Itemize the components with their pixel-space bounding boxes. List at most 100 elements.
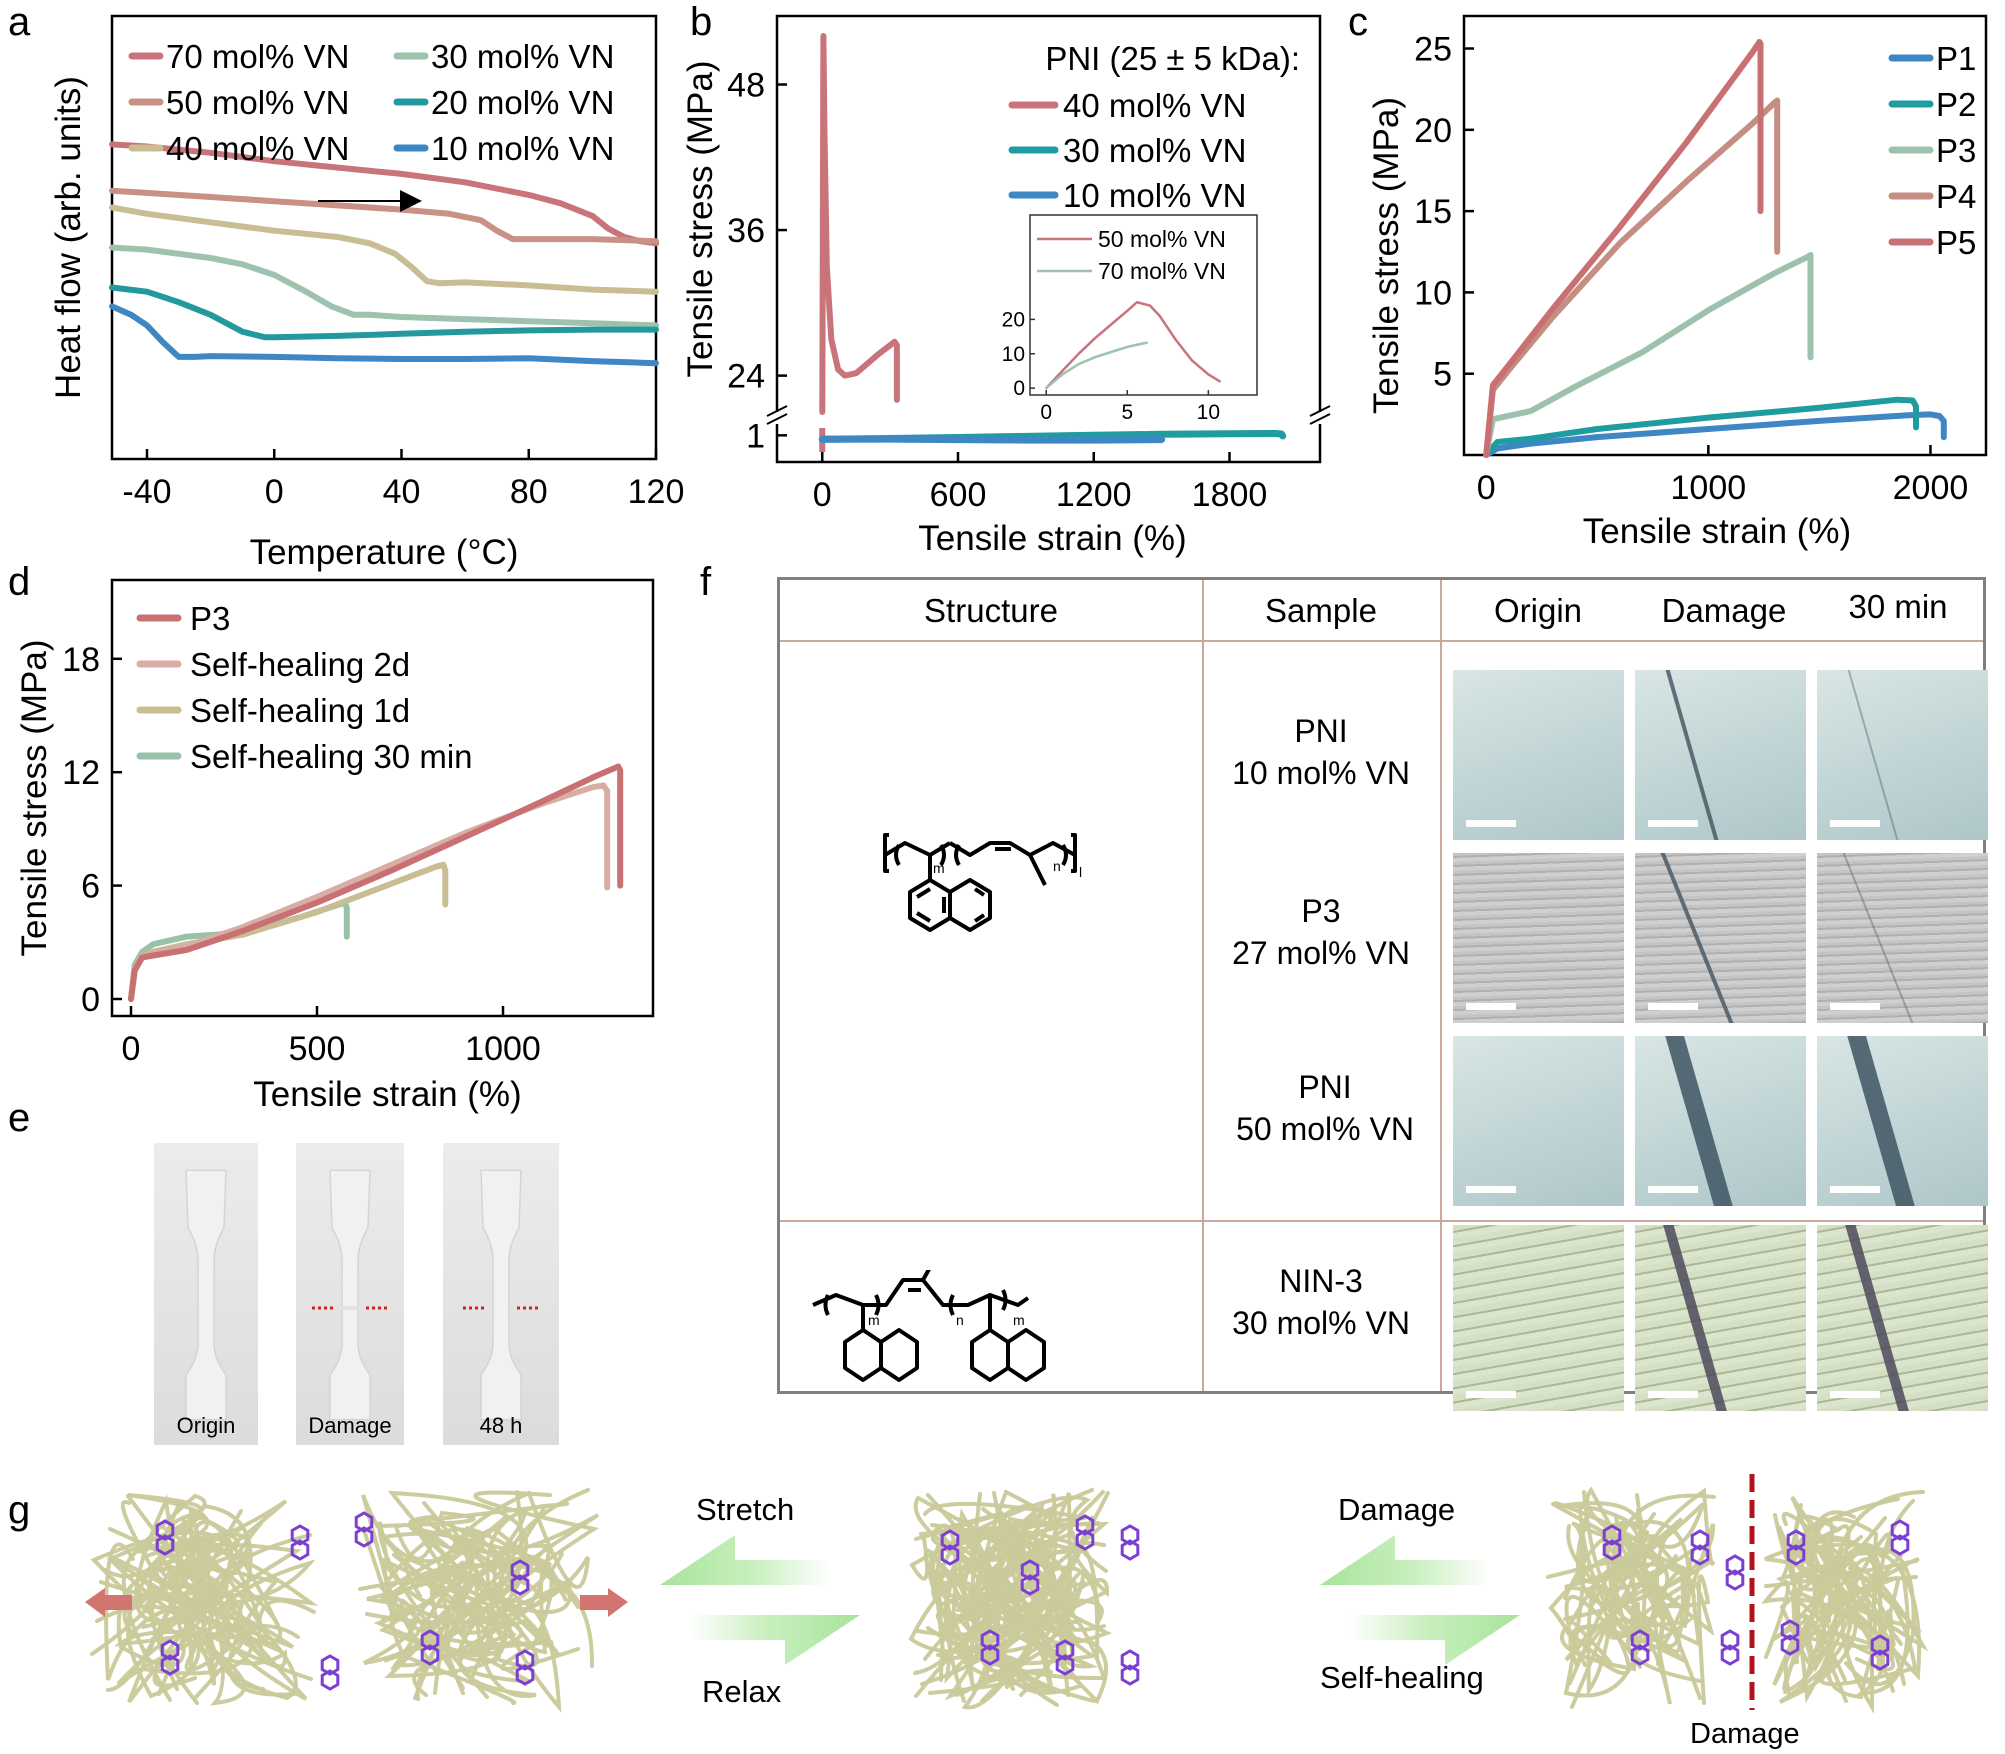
- stretched-network-right: [358, 1488, 600, 1713]
- chart-c: 0 1000 2000 5 10 15 20 25 Tensile strain (%) Tens…: [1367, 14, 1988, 551]
- naphthalene-icon: [1890, 1519, 1910, 1541]
- micrograph-origin: [1453, 1036, 1624, 1206]
- naphthalene-icon: [1720, 1644, 1740, 1666]
- chart-d: 0 500 1000 0 6 12 18 Tensile strain (%) Tensile …: [15, 578, 655, 1114]
- naphthalene-icon: [1780, 1619, 1800, 1641]
- specimen-photo: 48 h: [443, 1143, 559, 1445]
- y-tick-label: 0: [81, 981, 100, 1019]
- self-healing-label: Self-healing: [1320, 1660, 1484, 1695]
- naphthalene-icon: [160, 1639, 180, 1661]
- series-line: [819, 33, 900, 415]
- micrograph-origin: [1453, 1225, 1624, 1411]
- subscript-l: l: [1079, 864, 1082, 880]
- naphthalene-icon: [1720, 1629, 1740, 1651]
- plot-frame: [110, 14, 658, 461]
- axis-break-mark: [766, 405, 788, 417]
- y-tick-label: 25: [1414, 31, 1452, 69]
- axis-break-mark: [766, 413, 788, 425]
- dogbone-specimen-icon: [463, 1169, 539, 1421]
- panel-label-b: b: [690, 0, 713, 44]
- header-origin: Origin: [1493, 592, 1583, 629]
- scale-bar: [1648, 1003, 1698, 1010]
- micrograph-damage: [1635, 1225, 1806, 1411]
- crack-mark: [1663, 670, 1721, 840]
- plot-frame: [1462, 14, 1988, 457]
- panel-g-illustration: [85, 1474, 1929, 1715]
- naphthalene-icon: [1120, 1649, 1140, 1671]
- direction-arrow-head-icon: [400, 190, 422, 212]
- series-line: [1483, 97, 1781, 458]
- x-tick-label: 0: [122, 1030, 141, 1068]
- polymer-chain: [1610, 1522, 1702, 1683]
- naphthalene-icon: [290, 1539, 310, 1561]
- inset-y-tick-label: 0: [1013, 377, 1025, 400]
- specimen-photo: Damage: [296, 1143, 404, 1445]
- scale-bar: [1648, 820, 1698, 827]
- polymer-chain: [90, 1494, 288, 1669]
- header-divider: [780, 640, 1983, 642]
- legend-label: 70 mol% VN: [166, 38, 349, 75]
- legend-label: Self-healing 2d: [190, 646, 410, 683]
- naphthalene-icon: [1690, 1544, 1710, 1566]
- micrograph-origin: [1453, 853, 1624, 1023]
- naphthalene-icon: [1120, 1524, 1140, 1546]
- naphthalene-icon: [940, 1544, 960, 1566]
- naphthalene-icon: [1630, 1629, 1650, 1651]
- series-line: [109, 141, 659, 247]
- scale-bar: [1830, 1391, 1880, 1398]
- y-tick-label: 15: [1414, 193, 1452, 231]
- naphthalene-icon: [420, 1629, 440, 1651]
- damage-arrow-label: Damage: [1338, 1492, 1456, 1527]
- row-divider: [780, 1220, 1983, 1222]
- polymer-chain: [109, 1556, 250, 1696]
- naphthalene-icon: [155, 1534, 175, 1556]
- damaged-network-left: [1546, 1486, 1716, 1709]
- x-tick-label: -40: [122, 473, 171, 511]
- series-line: [1483, 411, 1947, 458]
- series-line: [109, 187, 659, 245]
- polymer-chain: [968, 1543, 1081, 1703]
- inset-x-tick-label: 10: [1197, 401, 1220, 424]
- sample-name: PNI: [1294, 713, 1348, 749]
- naphthalene-icon: [1630, 1644, 1650, 1666]
- sample-name: P3: [1301, 893, 1341, 929]
- x-tick-label: 1000: [1671, 469, 1747, 507]
- inset-x-tick-label: 5: [1121, 401, 1133, 424]
- sample-row-2: P3 27 mol% VN: [1202, 890, 1440, 974]
- panel-label-f: f: [700, 560, 712, 604]
- legend-label: 30 mol% VN: [1063, 132, 1246, 169]
- naphthalene-icon: [510, 1574, 530, 1596]
- naphthalene-icon: [1725, 1569, 1745, 1591]
- stretch-label: Stretch: [696, 1492, 795, 1527]
- scale-bar: [1648, 1391, 1698, 1398]
- polymer-chain: [1546, 1534, 1658, 1676]
- relax-arrow-icon: [690, 1615, 860, 1665]
- photo-caption: Damage: [308, 1413, 392, 1438]
- polymer-chain: [116, 1565, 296, 1697]
- crack-mark: [1659, 853, 1735, 1023]
- x-tick-label: 120: [628, 473, 685, 511]
- micrograph-damage: [1635, 853, 1806, 1023]
- series-line: [109, 204, 659, 295]
- naphthalene-icon: [515, 1649, 535, 1671]
- self-healing-arrow-icon: [1350, 1615, 1520, 1665]
- series-line: [1483, 252, 1814, 458]
- legend-label: P1: [1936, 40, 1976, 77]
- crack-mark: [1843, 1225, 1911, 1411]
- x-tick-label: 1800: [1192, 476, 1268, 514]
- naphthalene-icon: [1020, 1559, 1040, 1581]
- naphthalene-icon: [320, 1669, 340, 1691]
- micrograph-healed: [1817, 853, 1988, 1023]
- dogbone-specimen-icon: [312, 1169, 388, 1421]
- y-tick-label: 1: [746, 417, 765, 455]
- x-tick-label: 0: [1477, 469, 1496, 507]
- column-divider: [1202, 580, 1204, 1391]
- inset-legend-label: 50 mol% VN: [1098, 226, 1226, 252]
- polymer-chain: [909, 1495, 1108, 1581]
- polymer-chain: [108, 1527, 251, 1664]
- specimen-photo: Origin: [154, 1143, 258, 1445]
- x-tick-label: 0: [265, 473, 284, 511]
- polymer-chain: [913, 1518, 1031, 1692]
- y-tick-label: 5: [1433, 356, 1452, 394]
- stretched-network-left: [90, 1493, 319, 1706]
